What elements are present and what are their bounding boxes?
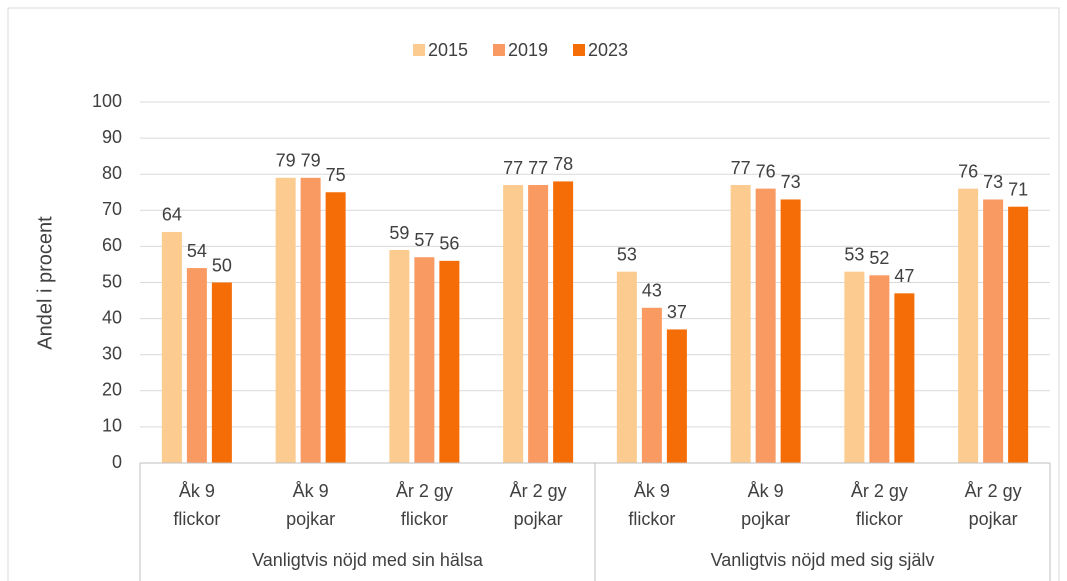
data-label: 76 bbox=[756, 161, 776, 181]
x-tick-label: Åk 9 bbox=[748, 481, 784, 501]
data-label: 53 bbox=[617, 244, 637, 264]
x-tick-label: pojkar bbox=[741, 509, 790, 529]
data-label: 64 bbox=[162, 205, 182, 225]
data-label: 77 bbox=[731, 158, 751, 178]
data-label: 43 bbox=[642, 281, 662, 301]
legend-swatch bbox=[413, 44, 425, 56]
y-axis-title: Andel i procent bbox=[34, 216, 56, 350]
x-tick-label: flickor bbox=[628, 509, 675, 529]
data-label: 37 bbox=[667, 302, 687, 322]
data-label: 73 bbox=[983, 172, 1003, 192]
bar bbox=[780, 199, 801, 463]
bar bbox=[869, 275, 890, 463]
y-tick-label: 90 bbox=[102, 127, 122, 147]
bar bbox=[275, 177, 296, 463]
y-tick-label: 20 bbox=[102, 380, 122, 400]
x-tick-label: Åk 9 bbox=[293, 481, 329, 501]
y-tick-label: 100 bbox=[92, 91, 122, 111]
legend-label: 2015 bbox=[428, 40, 468, 60]
legend-label: 2019 bbox=[508, 40, 548, 60]
data-label: 79 bbox=[276, 151, 296, 171]
legend-swatch bbox=[573, 44, 585, 56]
x-tick-label: Åk 9 bbox=[634, 481, 670, 501]
data-label: 56 bbox=[439, 234, 459, 254]
bar bbox=[1008, 206, 1029, 463]
bar bbox=[211, 282, 232, 463]
bar bbox=[958, 188, 979, 463]
data-label: 76 bbox=[958, 161, 978, 181]
x-tick-label: pojkar bbox=[286, 509, 335, 529]
x-tick-label: flickor bbox=[856, 509, 903, 529]
bar bbox=[186, 268, 207, 463]
bar bbox=[389, 250, 410, 463]
data-label: 54 bbox=[187, 241, 207, 261]
x-tick-label: flickor bbox=[173, 509, 220, 529]
data-label: 57 bbox=[414, 230, 434, 250]
x-tick-label: pojkar bbox=[514, 509, 563, 529]
bar bbox=[666, 329, 687, 463]
x-tick-label: flickor bbox=[401, 509, 448, 529]
data-label: 71 bbox=[1008, 179, 1028, 199]
y-tick-label: 70 bbox=[102, 199, 122, 219]
group-label: Vanligtvis nöjd med sin hälsa bbox=[252, 550, 484, 570]
bar bbox=[894, 293, 915, 463]
data-label: 73 bbox=[781, 172, 801, 192]
data-label: 50 bbox=[212, 255, 232, 275]
y-tick-label: 30 bbox=[102, 343, 122, 363]
bar bbox=[528, 185, 549, 463]
bar bbox=[439, 260, 460, 463]
bar bbox=[325, 192, 346, 463]
y-tick-label: 80 bbox=[102, 163, 122, 183]
data-label: 79 bbox=[301, 151, 321, 171]
x-tick-label: År 2 gy bbox=[396, 481, 453, 501]
bar bbox=[641, 307, 662, 463]
x-tick-label: pojkar bbox=[969, 509, 1018, 529]
data-label: 75 bbox=[326, 165, 346, 185]
data-label: 59 bbox=[389, 223, 409, 243]
bar bbox=[844, 271, 865, 463]
data-label: 77 bbox=[503, 158, 523, 178]
bar bbox=[730, 185, 751, 463]
bar bbox=[300, 177, 321, 463]
group-label: Vanligtvis nöjd med sig själv bbox=[711, 550, 935, 570]
bar bbox=[616, 271, 637, 463]
data-label: 78 bbox=[553, 154, 573, 174]
y-tick-label: 50 bbox=[102, 271, 122, 291]
x-tick-label: År 2 gy bbox=[851, 481, 908, 501]
legend-swatch bbox=[493, 44, 505, 56]
data-label: 53 bbox=[844, 244, 864, 264]
bar bbox=[983, 199, 1004, 463]
legend-label: 2023 bbox=[588, 40, 628, 60]
bar bbox=[553, 181, 574, 464]
bar bbox=[161, 231, 182, 463]
data-label: 52 bbox=[869, 248, 889, 268]
bar bbox=[414, 257, 435, 463]
x-tick-label: År 2 gy bbox=[510, 481, 567, 501]
y-tick-label: 0 bbox=[112, 452, 122, 472]
x-tick-label: Åk 9 bbox=[179, 481, 215, 501]
bar bbox=[503, 185, 524, 463]
y-tick-label: 40 bbox=[102, 307, 122, 327]
data-label: 47 bbox=[894, 266, 914, 286]
data-label: 77 bbox=[528, 158, 548, 178]
y-tick-label: 10 bbox=[102, 416, 122, 436]
x-tick-label: År 2 gy bbox=[965, 481, 1022, 501]
bar bbox=[755, 188, 776, 463]
y-tick-label: 60 bbox=[102, 235, 122, 255]
